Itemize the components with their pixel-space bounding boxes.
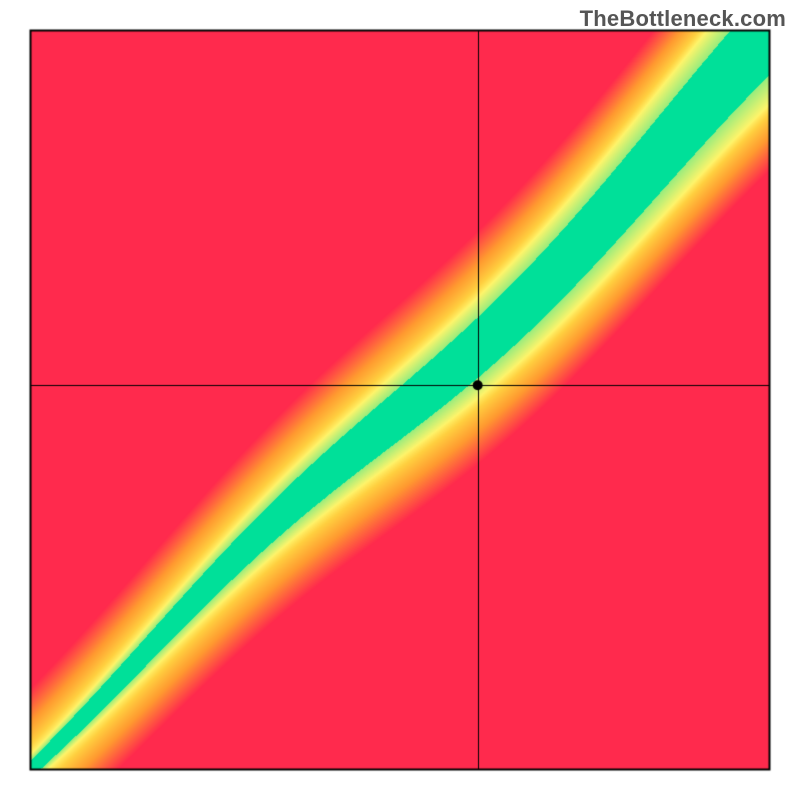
bottleneck-heatmap-canvas — [0, 0, 800, 800]
watermark-text: TheBottleneck.com — [580, 6, 786, 32]
chart-container: TheBottleneck.com — [0, 0, 800, 800]
